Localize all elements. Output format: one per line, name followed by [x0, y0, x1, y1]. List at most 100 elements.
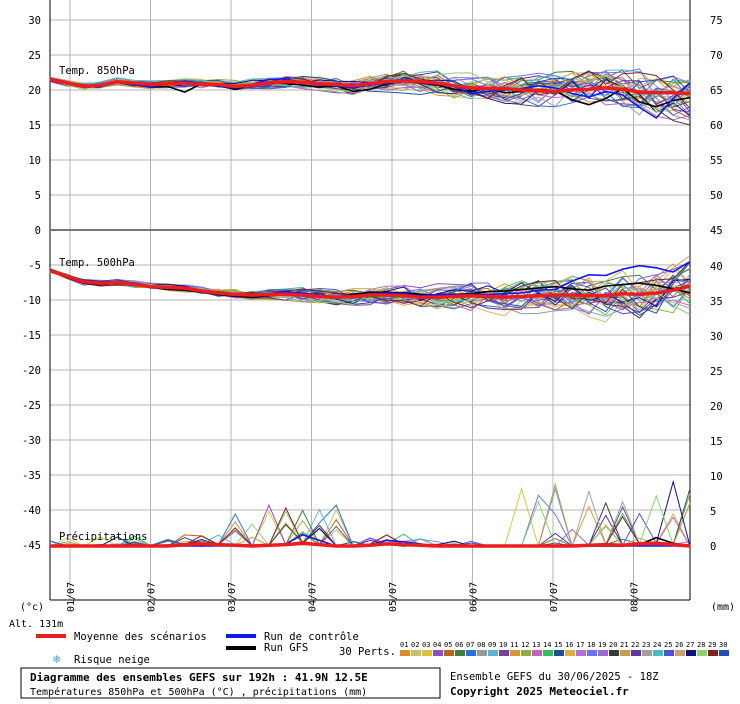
pert-number: 20 — [609, 641, 617, 649]
panel-label-precip: Précipitations — [59, 531, 148, 543]
left-tick-label: -10 — [22, 295, 41, 307]
x-tick-label: 07/07 — [549, 582, 560, 612]
pert-color-swatches — [400, 650, 729, 656]
pert-swatch — [708, 650, 718, 656]
left-tick-label: 10 — [28, 155, 41, 167]
t850-gfs-line — [49, 79, 691, 108]
pert-number: 10 — [499, 641, 507, 649]
precip-mean-line — [50, 541, 691, 548]
left-tick-label: -20 — [22, 365, 41, 377]
copyright: Copyright 2025 Meteociel.fr — [450, 685, 629, 698]
pert-number: 09 — [488, 641, 496, 649]
run-info: Ensemble GEFS du 30/06/2025 - 18Z — [450, 671, 659, 683]
pert-swatch — [466, 650, 476, 656]
right-tick-label: 50 — [710, 190, 723, 202]
right-tick-label: 40 — [710, 261, 723, 273]
right-tick-label: 75 — [710, 15, 723, 27]
left-tick-label: -5 — [28, 260, 41, 272]
left-tick-label: -15 — [22, 330, 41, 342]
right-tick-label: 25 — [710, 366, 723, 378]
pert-swatch — [400, 650, 410, 656]
pert-swatch — [620, 650, 630, 656]
pert-swatch — [719, 650, 729, 656]
x-tick-label: 05/07 — [388, 582, 399, 612]
legend-snow-label: Risque neige — [74, 654, 150, 666]
pert-swatch — [488, 650, 498, 656]
panel-label-t850: Temp. 850hPa — [59, 65, 135, 77]
pert-number: 17 — [576, 641, 584, 649]
pert-swatch — [477, 650, 487, 656]
pert-number: 28 — [697, 641, 705, 649]
pert-number: 23 — [642, 641, 650, 649]
pert-swatch — [609, 650, 619, 656]
altitude-label: Alt. 131m — [9, 619, 63, 630]
main-series-lines — [49, 77, 691, 548]
x-tick-label: 06/07 — [469, 582, 480, 612]
right-tick-label: 15 — [710, 436, 723, 448]
left-tick-label: 15 — [28, 120, 41, 132]
pert-number: 24 — [653, 641, 661, 649]
x-tick-label: 04/07 — [308, 582, 319, 612]
pert-swatch — [631, 650, 641, 656]
t850-mean-line — [49, 77, 691, 96]
right-tick-label: 30 — [710, 331, 723, 343]
x-tick-label: 02/07 — [147, 582, 158, 612]
right-tick-label: 55 — [710, 155, 723, 167]
x-tick-label: 08/07 — [630, 582, 641, 612]
right-tick-label: 20 — [710, 401, 723, 413]
chart-subtitle: Températures 850hPa et 500hPa (°C) , pré… — [30, 686, 367, 698]
pert-number: 08 — [477, 641, 485, 649]
pert-swatch — [411, 650, 421, 656]
pert-number: 22 — [631, 641, 639, 649]
right-tick-label: 60 — [710, 120, 723, 132]
pert-number: 29 — [708, 641, 716, 649]
pert-swatch — [565, 650, 575, 656]
left-tick-label: 5 — [35, 190, 41, 202]
left-tick-label: 25 — [28, 50, 41, 62]
pert-number: 05 — [444, 641, 452, 649]
pert-number: 27 — [686, 641, 694, 649]
legend-gfs-label: Run GFS — [264, 642, 308, 654]
left-tick-label: -30 — [22, 435, 41, 447]
legend-control-label: Run de contrôle — [264, 631, 359, 643]
title-box — [20, 667, 441, 699]
pert-number: 06 — [455, 641, 463, 649]
right-tick-label: 65 — [710, 85, 723, 97]
pert-number: 16 — [565, 641, 573, 649]
pert-swatch — [653, 650, 663, 656]
chart-title: Diagramme des ensembles GEFS sur 192h : … — [30, 671, 368, 684]
pert-swatch — [642, 650, 652, 656]
pert-swatch — [686, 650, 696, 656]
snowflake-icon: ❄ — [53, 652, 60, 666]
axis-ticks: 01/07 02/07 03/07 04/07 05/07 06/07 07/07 08/07… — [22, 15, 723, 612]
panel-label-t500: Temp. 500hPa — [59, 257, 135, 269]
pert-swatch — [664, 650, 674, 656]
pert-swatch — [433, 650, 443, 656]
pert-swatch — [521, 650, 531, 656]
pert-swatch — [455, 650, 465, 656]
pert-swatch — [598, 650, 608, 656]
right-tick-label: 10 — [710, 471, 723, 483]
pert-number: 26 — [675, 641, 683, 649]
pert-number: 03 — [422, 641, 430, 649]
pert-swatch — [675, 650, 685, 656]
t500-mean-line — [49, 268, 691, 299]
pert-number: 30 — [719, 641, 727, 649]
left-tick-label: 0 — [35, 225, 41, 237]
right-tick-label: 45 — [710, 225, 723, 237]
pert-swatch — [587, 650, 597, 656]
pert-number: 18 — [587, 641, 595, 649]
left-tick-label: -35 — [22, 470, 41, 482]
legend-mean-label: Moyenne des scénarios — [74, 631, 207, 643]
pert-number: 19 — [598, 641, 606, 649]
pert-swatch — [554, 650, 564, 656]
pert-number: 21 — [620, 641, 628, 649]
pert-number: 13 — [532, 641, 540, 649]
legend-perts-label: 30 Perts. — [339, 646, 396, 658]
right-axis-unit: (mm) — [711, 602, 735, 613]
left-tick-label: -25 — [22, 400, 41, 412]
pert-swatch — [422, 650, 432, 656]
left-axis-unit: (°c) — [20, 602, 44, 613]
